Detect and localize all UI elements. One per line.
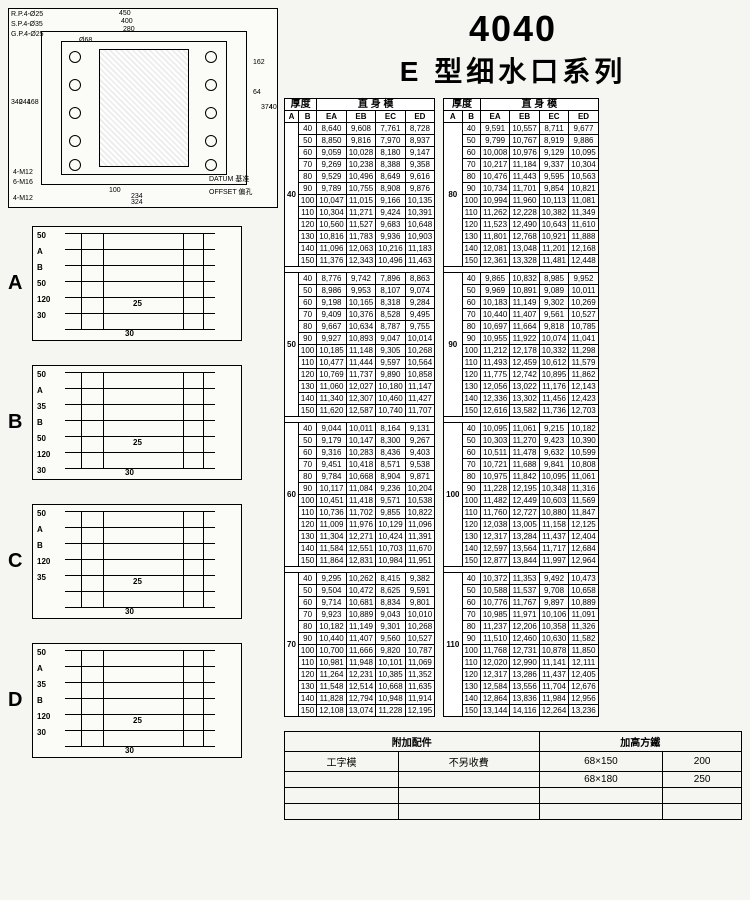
dim-top-0: 450 bbox=[119, 10, 131, 17]
plan-drawing: 450 400 280 R.P.4-Ø25 S.P.4-Ø35 G.P.4-Ø2… bbox=[8, 8, 278, 208]
dim-top-1: 400 bbox=[121, 18, 133, 25]
section-letter-D: D bbox=[8, 689, 32, 712]
section-diagram-A: 50AB50120302530 bbox=[32, 226, 242, 341]
right-column: 4040 E 型细水口系列 厚度直 身 模ABEAEBECED40408,640… bbox=[284, 8, 742, 820]
dim-top-2: 280 bbox=[123, 26, 135, 33]
section-diagrams: A50AB50120302530 B50A35B50120302530 C50AB1… bbox=[8, 226, 278, 758]
model-number: 4040 bbox=[284, 8, 742, 50]
section-diagram-B: 50A35B50120302530 bbox=[32, 365, 242, 480]
lbl-rp: R.P.4-Ø25 bbox=[11, 11, 43, 18]
acc-title-right: 加高方鐵 bbox=[539, 732, 741, 752]
data-table-left: 厚度直 身 模ABEAEBECED40408,6409,6087,7618,72… bbox=[284, 98, 435, 717]
left-column: 450 400 280 R.P.4-Ø25 S.P.4-Ø35 G.P.4-Ø2… bbox=[8, 8, 278, 820]
data-table-right: 厚度直 身 模ABEAEBECED80409,59110,5578,7119,6… bbox=[443, 98, 599, 717]
series-name: E 型细水口系列 bbox=[284, 50, 742, 90]
title-block: 4040 E 型细水口系列 bbox=[284, 8, 742, 90]
section-letter-A: A bbox=[8, 272, 32, 295]
lbl-gp: G.P.4-Ø25 bbox=[11, 31, 44, 38]
acc-title-left: 附加配件 bbox=[285, 732, 540, 752]
section-letter-B: B bbox=[8, 411, 32, 434]
section-diagram-C: 50AB120352530 bbox=[32, 504, 242, 619]
section-letter-C: C bbox=[8, 550, 32, 573]
lbl-sp: S.P.4-Ø35 bbox=[11, 21, 43, 28]
lbl-offset: OFFSET 偏孔 bbox=[209, 187, 252, 197]
section-diagram-D: 50A35B120302530 bbox=[32, 643, 242, 758]
lbl-datum: DATUM 基准 bbox=[209, 174, 249, 184]
accessory-table: 附加配件 加高方鐵 工字模 不另收費 68×150 200 68×180 250 bbox=[284, 731, 742, 820]
